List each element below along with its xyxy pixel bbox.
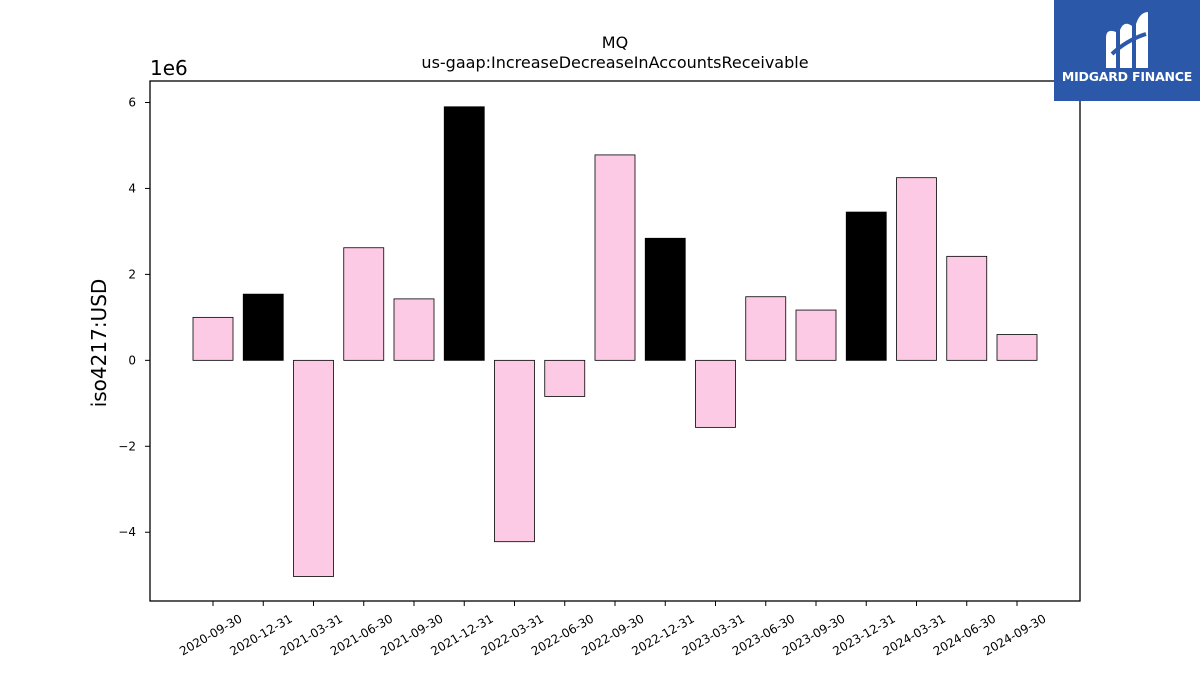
y-tick-label: −4 <box>118 525 136 539</box>
chart-title: MQ <box>602 33 628 52</box>
bar-2024-06-30 <box>946 255 988 361</box>
y-axis-label: iso4217:USD <box>87 279 111 408</box>
y-tick-label: 0 <box>128 353 136 367</box>
y-tick-label: 2 <box>128 267 136 281</box>
bar-2022-06-30 <box>544 359 586 397</box>
bar-2022-12-31 <box>644 237 686 361</box>
bar-2021-09-30 <box>393 298 435 361</box>
y-tick-label: −2 <box>118 439 136 453</box>
bar-2021-12-31 <box>443 106 485 361</box>
y-tick-label: 6 <box>128 95 136 109</box>
plot-area-frame <box>149 80 1081 602</box>
bar-2023-06-30 <box>745 296 787 361</box>
bar-2024-03-31 <box>896 177 937 361</box>
bar-2022-03-31 <box>494 359 535 543</box>
midgard-m-logo-icon <box>1106 12 1148 68</box>
y-scale-label: 1e6 <box>150 56 188 80</box>
bar-2020-12-31 <box>242 293 284 361</box>
company-name: MIDGARD FINANCE <box>1061 69 1193 84</box>
bar-2023-09-30 <box>795 309 837 361</box>
chart-subtitle: us-gaap:IncreaseDecreaseInAccountsReceiv… <box>421 53 808 72</box>
bar-2021-03-31 <box>293 359 334 577</box>
y-tick-label: 4 <box>128 181 136 195</box>
bar-2024-09-30 <box>996 334 1038 361</box>
bar-2023-03-31 <box>695 359 736 428</box>
bar-2021-06-30 <box>343 247 385 361</box>
bar-2022-09-30 <box>594 154 636 361</box>
bar-2020-09-30 <box>192 316 234 361</box>
bar-2023-12-31 <box>845 211 887 361</box>
company-logo: MIDGARD FINANCE <box>1054 0 1200 101</box>
